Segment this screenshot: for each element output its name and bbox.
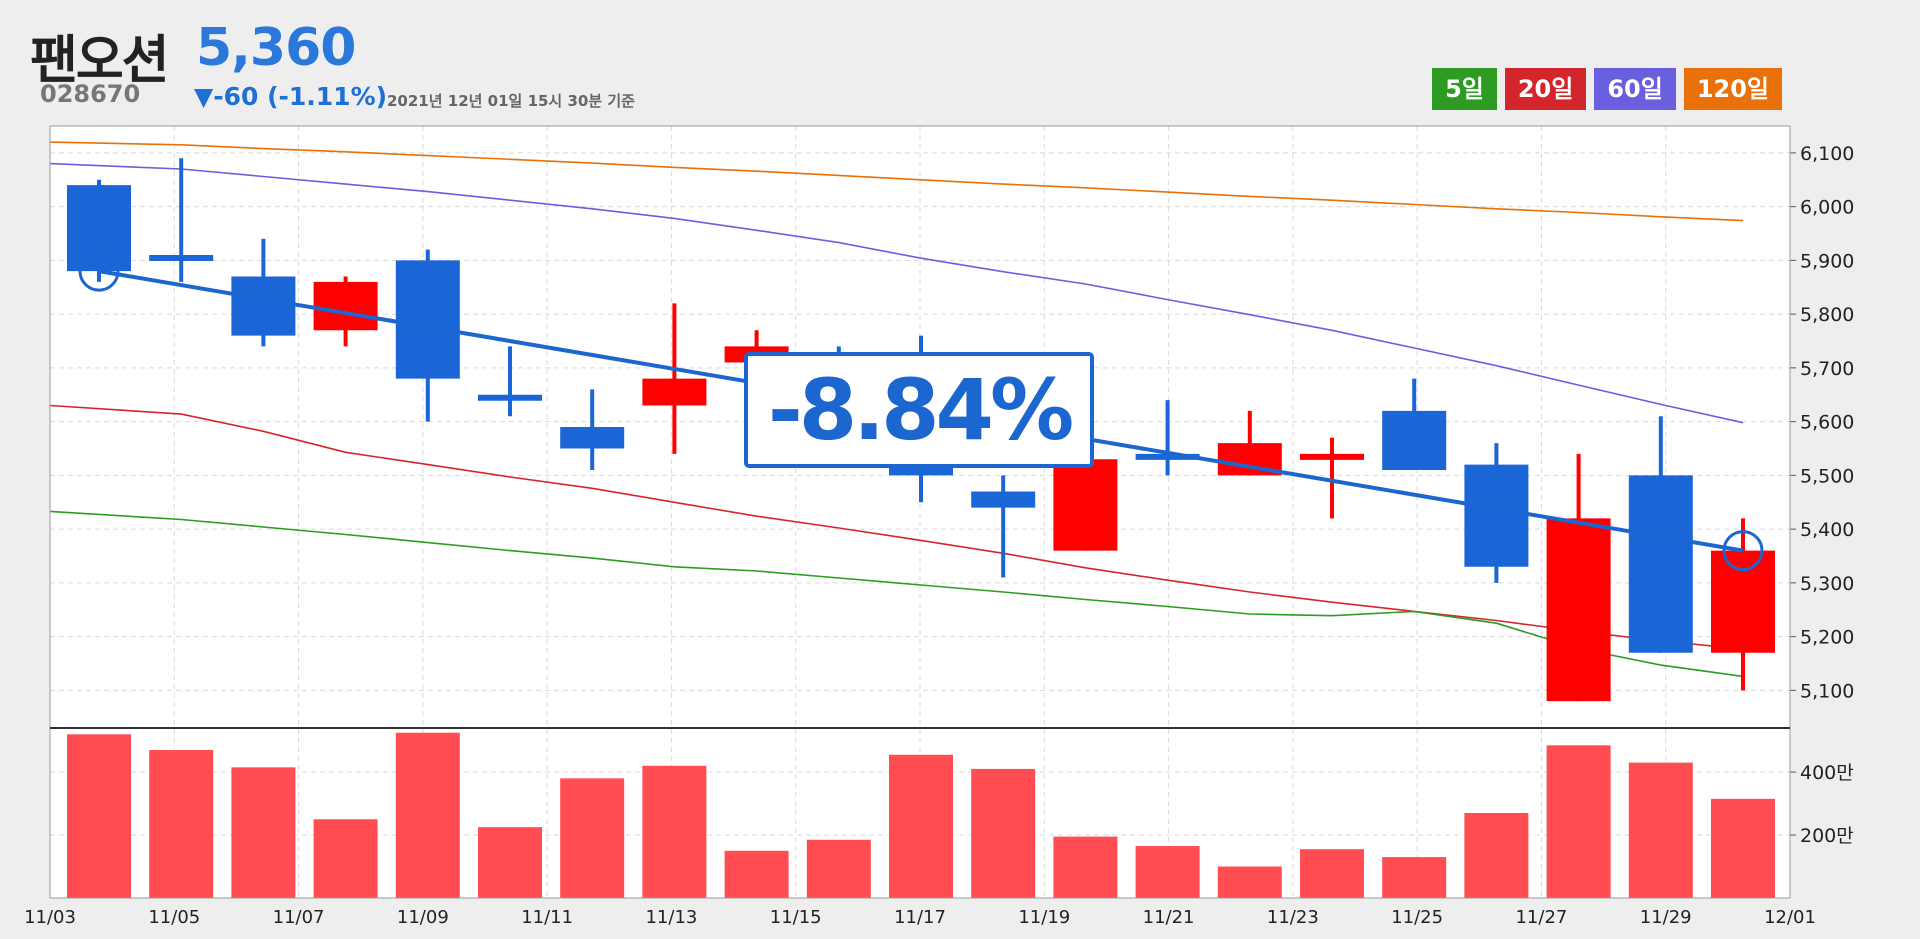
y-price-tick-label: 5,400 bbox=[1800, 519, 1854, 541]
stock-code: 028670 bbox=[40, 80, 141, 108]
volume-bar bbox=[1464, 813, 1529, 898]
y-price-tick-label: 5,600 bbox=[1800, 412, 1854, 434]
x-tick-label: 11/15 bbox=[770, 907, 822, 928]
volume-bar bbox=[1300, 849, 1364, 898]
candle-body bbox=[1546, 518, 1611, 702]
base-time: 2021년 12년 01일 15시 30분 기준 bbox=[387, 92, 635, 110]
x-tick-label: 12/01 bbox=[1764, 907, 1816, 928]
period-change-badge: -8.84% bbox=[744, 352, 1094, 468]
x-tick-label: 11/07 bbox=[273, 907, 325, 928]
candle-body bbox=[313, 281, 378, 331]
y-price-tick-label: 6,000 bbox=[1800, 197, 1854, 219]
moving-average-line bbox=[50, 141, 1744, 222]
trend-end-marker bbox=[1722, 530, 1764, 572]
candle-body bbox=[478, 394, 542, 401]
candle-body bbox=[1711, 550, 1775, 653]
volume-bar bbox=[971, 768, 1036, 898]
candle-body bbox=[971, 491, 1036, 508]
x-tick-label: 11/09 bbox=[397, 907, 449, 928]
current-price: 5,360 bbox=[196, 18, 356, 78]
ma-120-button[interactable]: 120일 bbox=[1683, 68, 1782, 110]
moving-average-line bbox=[50, 404, 1744, 650]
candle-body bbox=[1300, 453, 1364, 460]
moving-average-line bbox=[50, 162, 1744, 424]
candle-body bbox=[1464, 464, 1529, 567]
y-price-tick-label: 5,800 bbox=[1800, 304, 1854, 326]
volume-bar bbox=[67, 734, 131, 898]
stock-name: 팬오션 bbox=[30, 31, 170, 91]
x-tick-label: 11/19 bbox=[1018, 907, 1070, 928]
moving-average-line bbox=[50, 510, 1744, 678]
candle-body bbox=[149, 255, 214, 261]
ma-20-button[interactable]: 20일 bbox=[1504, 68, 1587, 110]
volume-bar bbox=[1135, 846, 1200, 898]
x-tick-label: 11/17 bbox=[894, 907, 946, 928]
candle-body bbox=[67, 185, 131, 272]
trend-start-marker bbox=[78, 250, 120, 292]
candle-body bbox=[1628, 475, 1693, 653]
volume-bar bbox=[889, 754, 953, 898]
volume-bar bbox=[1217, 866, 1282, 898]
candle-body bbox=[1382, 410, 1447, 470]
y-price-tick-label: 5,700 bbox=[1800, 358, 1854, 380]
volume-bar bbox=[478, 827, 542, 898]
volume-bar bbox=[560, 778, 625, 898]
candle-body bbox=[231, 276, 296, 336]
x-tick-label: 11/11 bbox=[521, 907, 573, 928]
x-tick-label: 11/05 bbox=[148, 907, 200, 928]
y-price-tick-label: 5,200 bbox=[1800, 627, 1854, 649]
volume-bar bbox=[149, 750, 214, 898]
candle-body bbox=[1135, 453, 1200, 460]
candle-body bbox=[395, 260, 460, 379]
x-tick-label: 11/23 bbox=[1267, 907, 1319, 928]
y-price-tick-label: 5,100 bbox=[1800, 680, 1854, 702]
y-price-tick-label: 6,100 bbox=[1800, 143, 1854, 165]
y-price-tick-label: 5,300 bbox=[1800, 573, 1854, 595]
candle-body bbox=[560, 427, 625, 449]
candle-body bbox=[642, 378, 707, 406]
x-tick-label: 11/29 bbox=[1640, 907, 1692, 928]
chart-border bbox=[49, 125, 1791, 899]
candle-body bbox=[1053, 459, 1118, 551]
volume-bar bbox=[1546, 745, 1611, 898]
volume-bar bbox=[1382, 857, 1447, 898]
x-tick-label: 11/13 bbox=[645, 907, 697, 928]
y-volume-tick-label: 400만 bbox=[1800, 762, 1854, 784]
ma-60-button[interactable]: 60일 bbox=[1594, 68, 1676, 110]
volume-bar bbox=[642, 765, 707, 898]
x-tick-label: 11/27 bbox=[1515, 907, 1567, 928]
y-price-tick-label: 5,500 bbox=[1800, 465, 1854, 487]
price-change: ▼-60 (-1.11%) bbox=[194, 82, 388, 111]
ma-5-button[interactable]: 5일 bbox=[1432, 68, 1497, 110]
y-price-tick-label: 5,900 bbox=[1800, 250, 1854, 272]
x-tick-label: 11/21 bbox=[1143, 907, 1195, 928]
ma-legend: 5일 20일 60일 120일 bbox=[1432, 68, 1782, 110]
volume-bar bbox=[724, 850, 789, 898]
volume-bar bbox=[1053, 836, 1118, 898]
volume-bar bbox=[313, 819, 378, 898]
volume-bar bbox=[1711, 798, 1775, 898]
x-tick-label: 11/25 bbox=[1391, 907, 1443, 928]
volume-bar bbox=[1628, 762, 1693, 898]
y-volume-tick-label: 200만 bbox=[1800, 825, 1854, 847]
volume-bar bbox=[395, 732, 460, 898]
volume-bar bbox=[231, 767, 296, 898]
x-tick-label: 11/03 bbox=[24, 907, 76, 928]
volume-bar bbox=[806, 839, 871, 898]
header: 팬오션 028670 5,360 ▼-60 (-1.11%) 2021년 12년… bbox=[0, 0, 1920, 120]
